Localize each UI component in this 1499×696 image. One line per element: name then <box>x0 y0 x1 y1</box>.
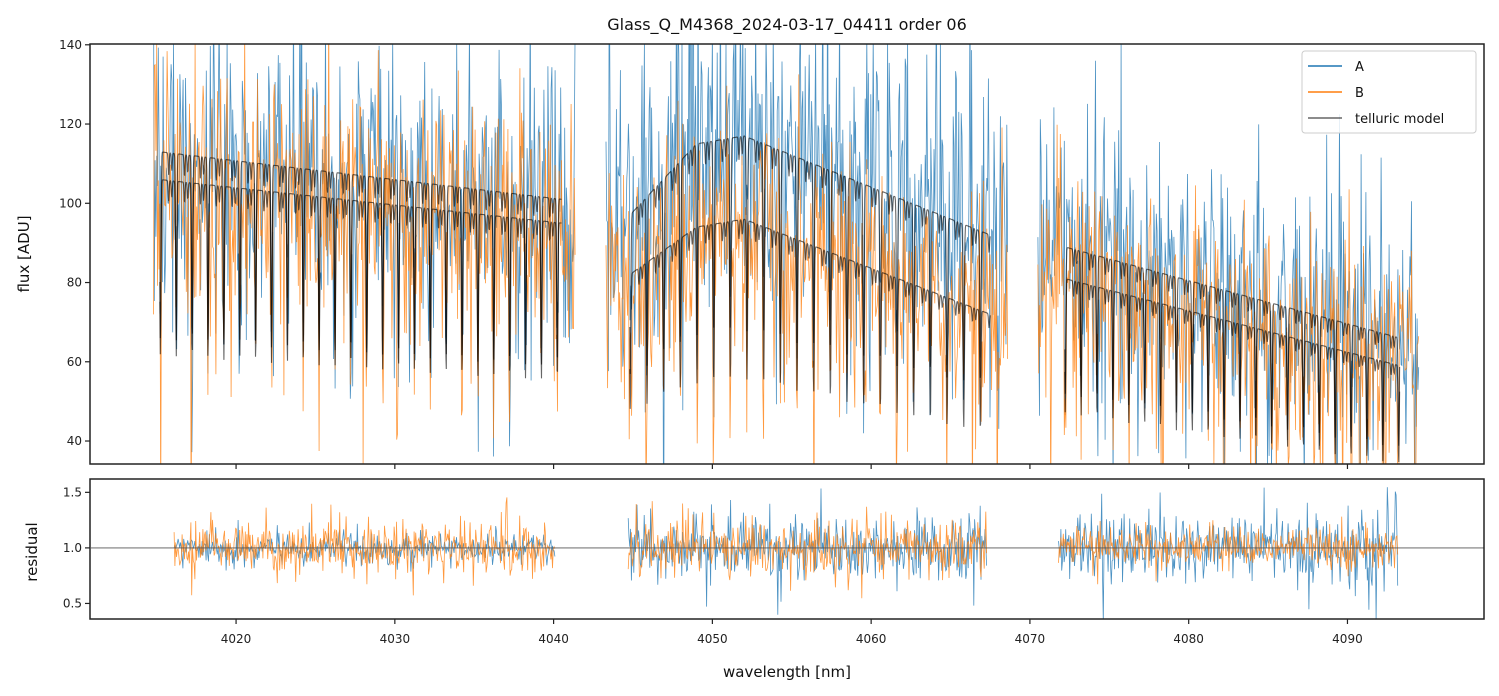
x-tick-label: 4030 <box>380 632 411 646</box>
legend-label-telluric-model: telluric model <box>1355 112 1444 127</box>
telluric-model-b-segment-3 <box>1064 278 1401 463</box>
x-tick-label: 4070 <box>1015 632 1046 646</box>
y-tick-label: 1.5 <box>63 485 82 499</box>
series-b-segment-1 <box>153 44 576 464</box>
y-tick-label: 1.0 <box>63 541 82 555</box>
flux-y-ticks: 40 60 80 100 120 140 <box>59 38 90 448</box>
flux-plot-area <box>153 44 1420 464</box>
legend-box <box>1301 50 1477 134</box>
flux-y-axis-label: flux [ADU] <box>15 215 33 292</box>
x-tick-label: 4050 <box>697 632 728 646</box>
telluric-model-b-segment-1 <box>159 179 562 379</box>
y-tick-label: 40 <box>67 434 82 448</box>
legend-label-b: B <box>1355 86 1364 101</box>
flux-x-ticks <box>235 464 1349 469</box>
residual-axes-frame <box>89 478 1485 620</box>
residual-b-segment-1 <box>173 497 556 596</box>
flux-panel: 40 60 80 100 120 140 flux [ADU] A B telluric … <box>15 38 1485 469</box>
residual-x-ticks: 4020 4030 4040 4050 4060 4070 4080 4090 <box>221 619 1363 646</box>
series-b-segment-3 <box>1037 124 1420 464</box>
y-tick-label: 140 <box>59 38 82 52</box>
residual-plot-area <box>91 487 1484 619</box>
telluric-model-b-segment-2 <box>629 218 991 427</box>
chart-title: Glass_Q_M4368_2024-03-17_04411 order 06 <box>607 15 967 35</box>
residual-y-ticks: 0.5 1.0 1.5 <box>63 485 90 610</box>
flux-axes-frame <box>89 43 1485 465</box>
y-tick-label: 80 <box>67 276 82 290</box>
y-tick-label: 100 <box>59 196 82 210</box>
y-tick-label: 0.5 <box>63 596 82 610</box>
residual-y-axis-label: residual <box>23 522 41 581</box>
y-tick-label: 120 <box>59 117 82 131</box>
residual-b-segment-2 <box>627 501 987 599</box>
legend-entry-telluric-model: telluric model <box>1308 112 1444 127</box>
legend: A B telluric model <box>1301 50 1477 134</box>
telluric-model-a-segment-3 <box>1064 247 1401 446</box>
y-tick-label: 60 <box>67 355 82 369</box>
x-tick-label: 4060 <box>856 632 887 646</box>
x-tick-label: 4040 <box>538 632 569 646</box>
residual-panel: 0.51.01.5 4020 4030 4040 4050 4060 4070 4080 40… <box>23 478 1485 646</box>
x-tick-label: 4080 <box>1173 632 1204 646</box>
legend-entry-b: B <box>1308 86 1364 101</box>
legend-label-a: A <box>1355 60 1364 75</box>
legend-entry-a: A <box>1308 60 1364 75</box>
residual-b-segment-3 <box>1058 516 1399 585</box>
x-axis-label: wavelength [nm] <box>723 663 851 681</box>
x-tick-label: 4020 <box>221 632 252 646</box>
x-tick-label: 4090 <box>1332 632 1363 646</box>
